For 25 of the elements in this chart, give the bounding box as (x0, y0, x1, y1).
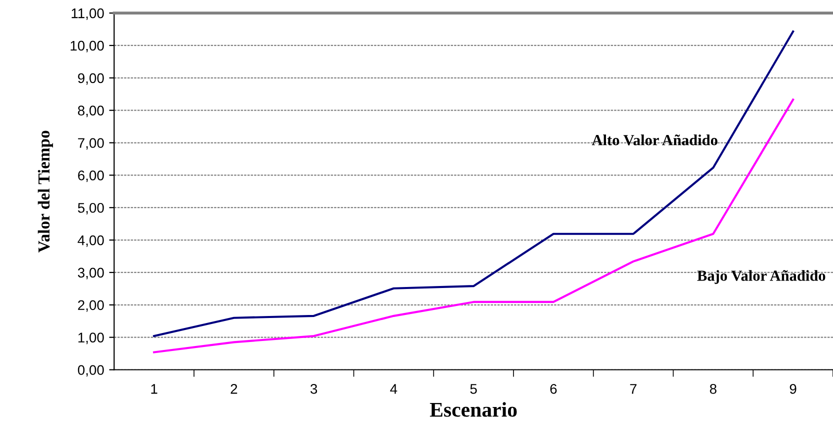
series-label: Bajo Valor Añadido (697, 270, 826, 284)
y-tick-label: 4,00 (78, 235, 104, 247)
x-tick-label: 9 (790, 384, 796, 394)
x-tick-label: 5 (470, 384, 477, 394)
y-tick-label: 11,00 (72, 8, 104, 20)
x-tick-label: 2 (230, 384, 238, 394)
y-tick-label: 9,00 (78, 73, 104, 85)
y-tick-label: 10,00 (70, 40, 104, 52)
y-tick-label: 6,00 (78, 170, 104, 182)
y-axis-title: Valor del Tiempo (38, 130, 53, 253)
x-tick-label: 7 (630, 384, 636, 394)
x-tick-label: 1 (151, 384, 158, 394)
x-tick-label: 3 (310, 384, 318, 394)
y-tick-label: 1,00 (78, 332, 104, 344)
y-tick-label: 2,00 (78, 300, 104, 312)
y-tick-label: 3,00 (78, 268, 104, 280)
y-tick-label: 8,00 (78, 106, 104, 118)
series-label: Alto Valor Añadido (592, 134, 718, 146)
x-tick-label: 8 (710, 384, 716, 394)
y-tick-label: 7,00 (78, 138, 104, 150)
y-tick-label: 5,00 (78, 202, 104, 214)
x-tick-label: 4 (390, 384, 398, 394)
y-tick-label: 0,00 (78, 365, 104, 377)
x-axis-title: Escenario (430, 402, 517, 417)
x-tick-label: 6 (550, 384, 557, 394)
